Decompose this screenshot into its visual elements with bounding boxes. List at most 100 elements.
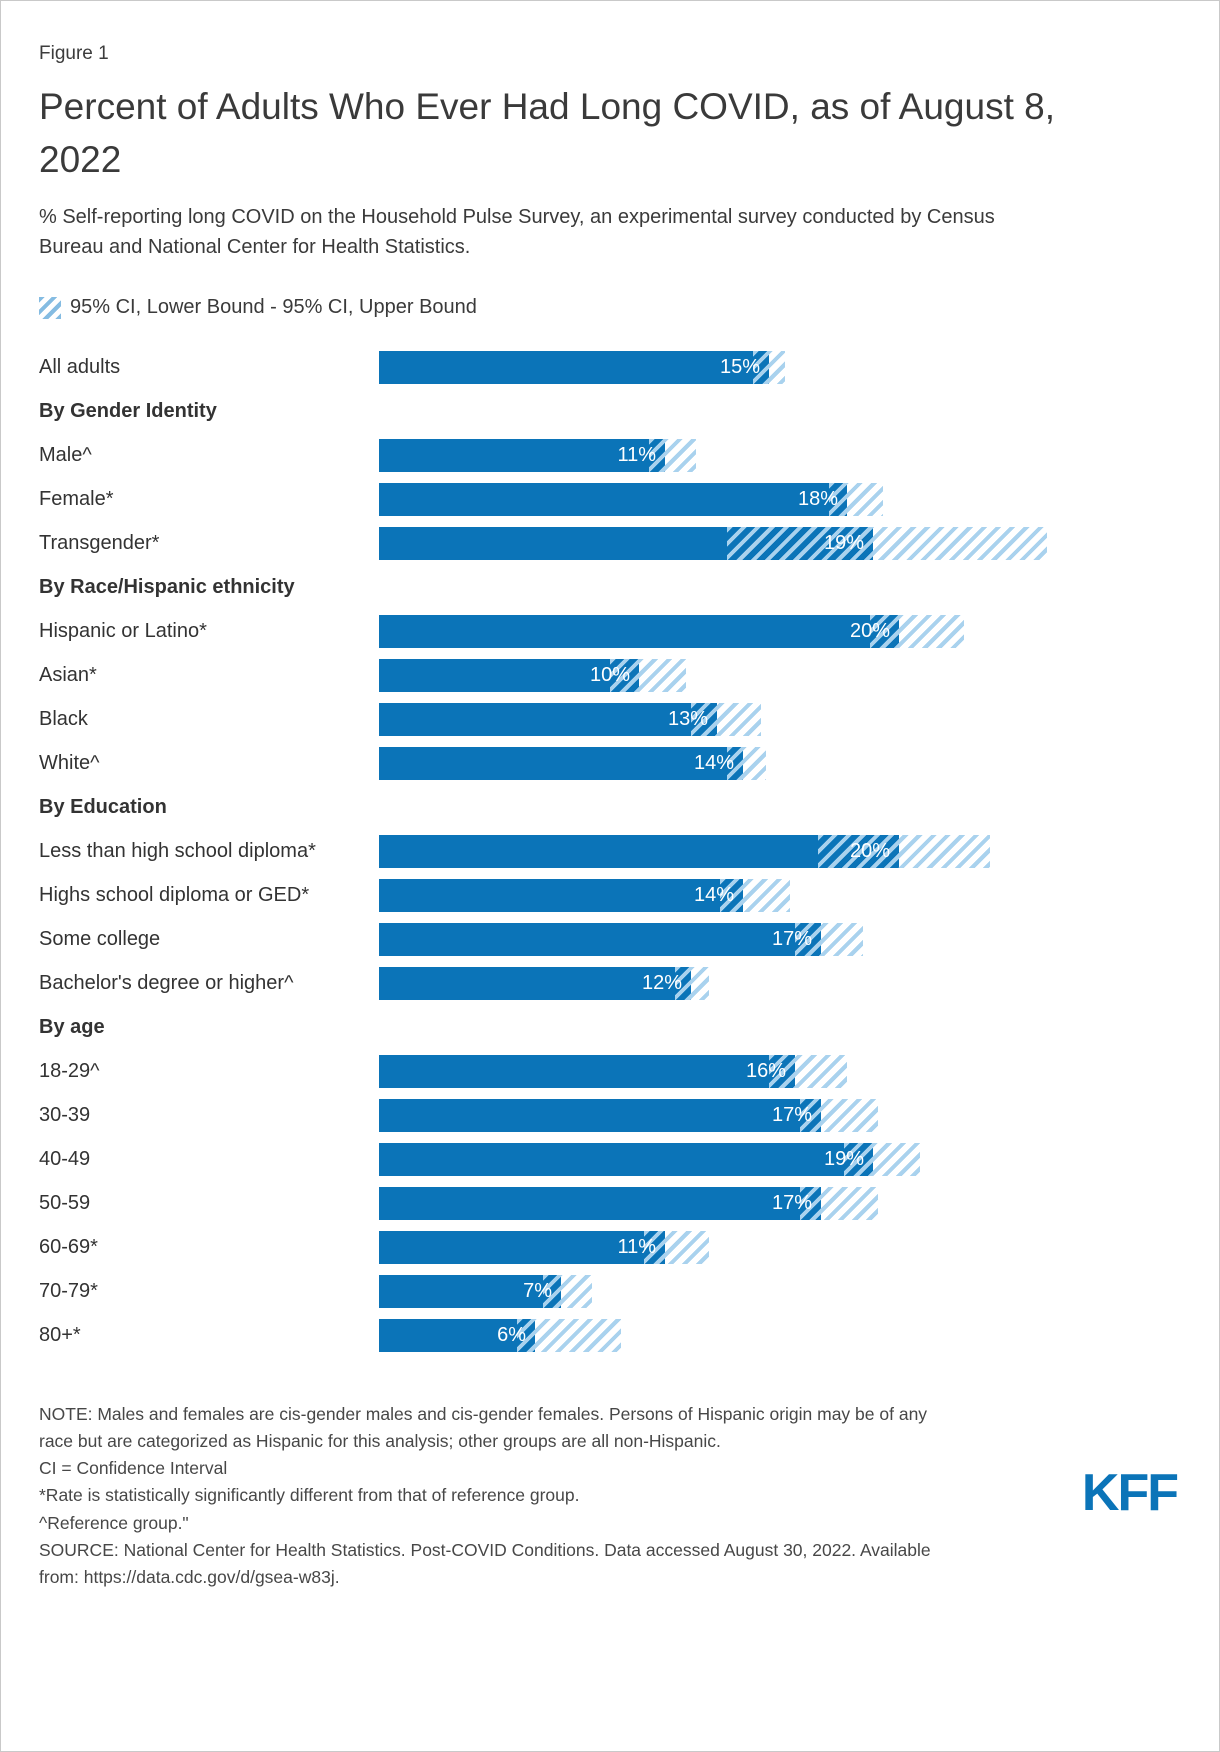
bar-value-label: 14% (693, 751, 734, 774)
bar-value-label: 19% (823, 531, 864, 554)
ci-band (844, 1142, 920, 1176)
section-header: By Race/Hispanic ethnicity (39, 575, 295, 598)
bar-area: 13% (379, 702, 1181, 736)
bar-value-label: 17% (771, 927, 812, 950)
chart-subtitle: % Self-reporting long COVID on the House… (39, 206, 995, 259)
ci-band (644, 1230, 710, 1264)
bar-row: Highs school diploma or GED* 14% (39, 873, 1181, 917)
bar-row-label: Highs school diploma or GED* (39, 883, 310, 906)
bar-area: 17% (379, 1098, 1181, 1132)
bar: 15% (379, 350, 769, 384)
chart-title: Percent of Adults Who Ever Had Long COVI… (39, 86, 1055, 180)
bar-area: 14% (379, 746, 1181, 780)
bar-row: Bachelor's degree or higher^ 12% (39, 961, 1181, 1005)
bar: 11% (379, 1230, 665, 1264)
bar-area: 12% (379, 966, 1181, 1000)
bar-row-label: Transgender* (39, 531, 160, 554)
ci-band (727, 526, 1048, 560)
bar: 16% (379, 1054, 795, 1088)
bar-value-label: 17% (771, 1191, 812, 1214)
bar: 17% (379, 1186, 821, 1220)
bar-row-label: 50-59 (39, 1191, 91, 1214)
bar: 20% (379, 834, 899, 868)
ci-band (610, 658, 686, 692)
bar: 6% (379, 1318, 535, 1352)
bar-area: 17% (379, 1186, 1181, 1220)
bar-area: 11% (379, 438, 1181, 472)
bar: 13% (379, 702, 717, 736)
bar-row-label: Hispanic or Latino* (39, 619, 207, 642)
bar-row: Asian* 10% (39, 653, 1181, 697)
bar-value-label: 18% (797, 487, 838, 510)
bar-row: 40-49 19% (39, 1137, 1181, 1181)
bar-row-label: Asian* (39, 663, 97, 686)
bar-row-label: Bachelor's degree or higher^ (39, 971, 294, 994)
bar-value-label: 17% (771, 1103, 812, 1126)
chart-footer: NOTE: Males and females are cis-gender m… (39, 1401, 1181, 1591)
ci-band (516, 1318, 621, 1352)
bar-value-label: 15% (719, 355, 760, 378)
bar-area: 19% (379, 1142, 1181, 1176)
section-header: By Education (39, 795, 167, 818)
bar: 14% (379, 878, 743, 912)
bar: 17% (379, 922, 821, 956)
bar-row-label: 18-29^ (39, 1059, 100, 1082)
bar-area: 17% (379, 922, 1181, 956)
bar-area: 14% (379, 878, 1181, 912)
bar-row-label: Less than high school diploma* (39, 839, 316, 862)
figure-label: Figure 1 (39, 43, 109, 64)
bar-area: 18% (379, 482, 1181, 516)
bar-area: 11% (379, 1230, 1181, 1264)
bar-row: Some college 17% (39, 917, 1181, 961)
chart-notes: NOTE: Males and females are cis-gender m… (39, 1404, 928, 1533)
bar: 17% (379, 1098, 821, 1132)
bar-row-label: 40-49 (39, 1147, 91, 1170)
bar-value-label: 14% (693, 883, 734, 906)
bar: 18% (379, 482, 847, 516)
bar-row: Male^ 11% (39, 433, 1181, 477)
ci-band (727, 746, 767, 780)
ci-band (800, 1098, 879, 1132)
bar-value-label: 6% (497, 1323, 526, 1346)
bar-area: 7% (379, 1274, 1181, 1308)
ci-band (753, 350, 785, 384)
bar-chart: All adults 15% By Gender Identity Male^ 11% F… (39, 345, 1181, 1357)
bar: 14% (379, 746, 743, 780)
bar-area: 20% (379, 834, 1181, 868)
chart-source: SOURCE: National Center for Health Stati… (39, 1539, 931, 1587)
ci-band (800, 1186, 879, 1220)
bar: 11% (379, 438, 665, 472)
bar-row: White^ 14% (39, 741, 1181, 785)
bar-row: 18-29^ 16% (39, 1049, 1181, 1093)
bar-value-label: 11% (617, 443, 656, 466)
bar-area: 10% (379, 658, 1181, 692)
bar: 7% (379, 1274, 561, 1308)
bar: 19% (379, 1142, 873, 1176)
bar: 10% (379, 658, 639, 692)
bar-row: Black 13% (39, 697, 1181, 741)
bar-row-label: Male^ (39, 443, 92, 466)
ci-band (719, 878, 790, 912)
ci-band (818, 834, 990, 868)
bar-value-label: 19% (823, 1147, 864, 1170)
ci-band (649, 438, 697, 472)
bar-row-label: White^ (39, 751, 100, 774)
bar-value-label: 13% (667, 707, 708, 730)
bar-value-label: 16% (745, 1059, 786, 1082)
bar-value-label: 20% (849, 619, 890, 642)
bar: 20% (379, 614, 899, 648)
bar-row: Less than high school diploma* 20% (39, 829, 1181, 873)
bar-area: 20% (379, 614, 1181, 648)
bar-row: 50-59 17% (39, 1181, 1181, 1225)
ci-band (870, 614, 964, 648)
bar-row-label: 70-79* (39, 1279, 98, 1302)
section-header: By Gender Identity (39, 399, 217, 422)
bar-value-label: 10% (589, 663, 630, 686)
legend-label: 95% CI, Lower Bound - 95% CI, Upper Boun… (70, 296, 477, 319)
ci-band (691, 702, 762, 736)
bar-area: 6% (379, 1318, 1181, 1352)
bar-row: 70-79* 7% (39, 1269, 1181, 1313)
bar-value-label: 20% (849, 839, 890, 862)
bar: 12% (379, 966, 691, 1000)
